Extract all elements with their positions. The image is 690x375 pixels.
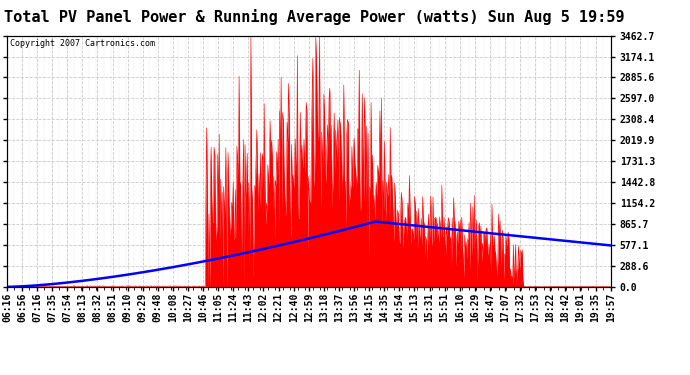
Text: Copyright 2007 Cartronics.com: Copyright 2007 Cartronics.com (10, 39, 155, 48)
Text: Total PV Panel Power & Running Average Power (watts) Sun Aug 5 19:59: Total PV Panel Power & Running Average P… (3, 9, 624, 26)
